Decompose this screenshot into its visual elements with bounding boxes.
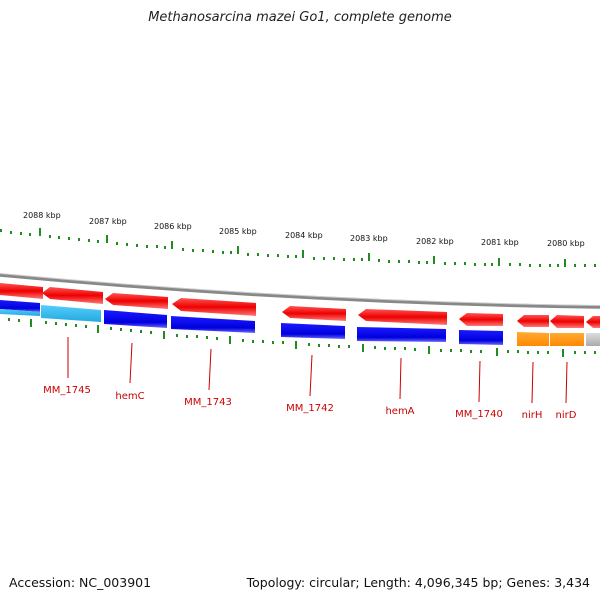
gene-label: MM_1740 [455, 409, 503, 420]
cds-block [459, 330, 503, 345]
gene-arrow [550, 315, 584, 328]
cds-block [357, 327, 446, 342]
gene-arrow [282, 306, 346, 321]
gene-label: MM_1743 [184, 397, 232, 408]
cds-block [104, 310, 167, 328]
gene-label: nirH [522, 410, 543, 421]
gene-label: MM_1742 [286, 403, 334, 414]
cds-block [171, 316, 255, 333]
gene-arrow [42, 287, 103, 304]
cds-block [517, 332, 549, 346]
gene-arrow [105, 293, 168, 309]
cds-block [586, 333, 600, 346]
gene-label: hemC [115, 391, 144, 402]
outer-tick-ring [0, 228, 596, 267]
cds-track [0, 300, 600, 346]
scale-label: 2087 kbp [89, 217, 127, 226]
cds-block [0, 300, 40, 312]
scale-label: 2084 kbp [285, 231, 323, 240]
scale-label: 2081 kbp [481, 238, 519, 247]
genome-backbone [0, 273, 600, 309]
genome-summary: Topology: circular; Length: 4,096,345 bp… [246, 575, 590, 590]
scale-label: 2086 kbp [154, 222, 192, 231]
cds-block [281, 323, 345, 339]
map-title: Methanosarcina mazei Go1, complete genom… [148, 10, 452, 25]
accession-label: Accession: NC_003901 [9, 575, 152, 590]
gene-arrow [0, 283, 43, 299]
forward-strand-genes [0, 283, 600, 328]
gene-arrow [358, 309, 447, 325]
gene-label: hemA [385, 406, 414, 417]
cds-block [41, 305, 101, 322]
scale-label: 2088 kbp [23, 211, 61, 220]
gene-label: nirD [556, 410, 577, 421]
scale-label: 2085 kbp [219, 227, 257, 236]
scale-label: 2080 kbp [547, 239, 585, 248]
gene-arrow [517, 315, 549, 327]
gene-label: MM_1745 [43, 385, 91, 396]
gene-arrow [172, 298, 256, 316]
gene-arrow [586, 316, 600, 328]
scale-label: 2082 kbp [416, 237, 454, 246]
cds-block [0, 309, 40, 316]
gene-label-leaders [67, 337, 568, 404]
gene-arrow [459, 313, 503, 326]
scale-label: 2083 kbp [350, 234, 388, 243]
cds-block [550, 333, 584, 346]
inner-tick-ring [8, 318, 596, 357]
